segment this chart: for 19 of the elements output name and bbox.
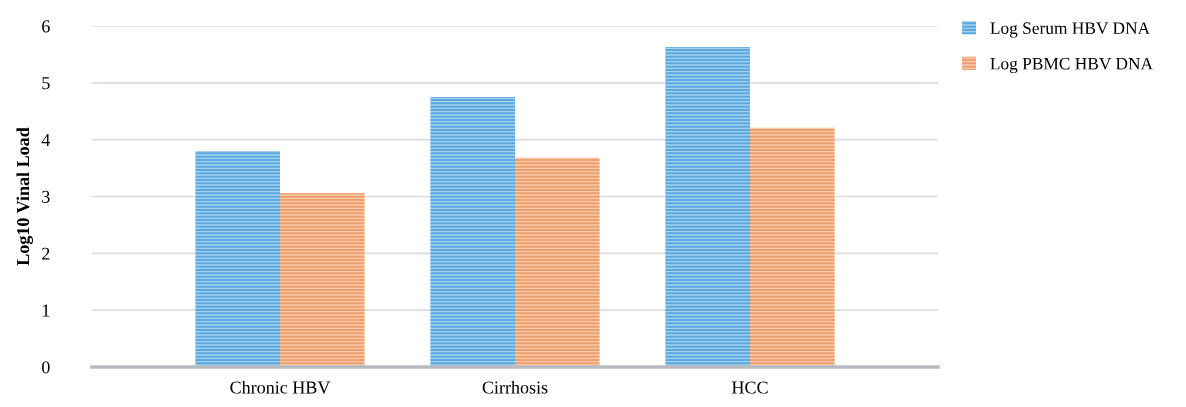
y-tick-label: 6 [42,20,50,33]
bar [665,47,750,367]
x-tick-label: Chronic HBV [230,380,331,394]
bar [430,97,515,367]
x-tick-label: HCC [731,381,768,394]
y-tick-label: 5 [42,77,50,90]
bar [515,157,600,367]
bar [195,151,280,367]
y-tick-label: 2 [42,247,50,260]
y-tick-label: 1 [42,304,50,317]
bar [750,127,835,367]
legend-label: Log PBMC HBV DNA [990,57,1153,74]
legend-label: Log Serum HBV DNA [990,22,1151,38]
y-tick-label: 3 [42,190,50,203]
y-tick-label: 0 [41,361,50,374]
y-axis-title: Log10 Vinal Load [16,127,33,266]
bar [280,193,365,367]
x-tick-label: Cirrhosis [482,380,548,394]
y-tick-label: 4 [41,134,51,146]
